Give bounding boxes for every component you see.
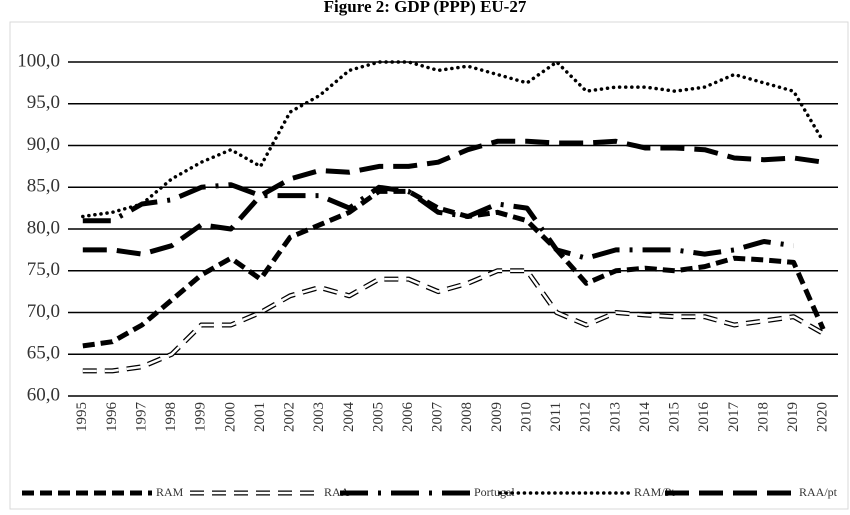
series-line	[82, 268, 825, 374]
series-line	[81, 60, 825, 219]
y-tick-label: 85,0	[27, 176, 60, 197]
x-tick-label: 2001	[252, 402, 268, 432]
x-tick-label: 2011	[548, 402, 564, 431]
x-tick-label: 2017	[726, 402, 742, 433]
x-tick-label: 2010	[518, 402, 534, 432]
x-tick-label: 2005	[370, 402, 386, 432]
x-tick-label: 1998	[163, 402, 179, 432]
x-tick-label: 2016	[696, 402, 712, 433]
x-tick-label: 1999	[193, 402, 209, 432]
x-tick-label: 2009	[489, 402, 505, 432]
x-tick-label: 2007	[430, 402, 446, 433]
series-line	[82, 138, 824, 257]
x-tick-label: 2012	[578, 402, 594, 432]
legend-label: Portugal	[474, 485, 515, 499]
y-tick-label: 75,0	[27, 259, 60, 280]
chart-frame	[9, 21, 849, 510]
x-tick-label: 2000	[222, 402, 238, 432]
x-tick-label: 1995	[74, 402, 90, 432]
y-tick-label: 95,0	[27, 92, 60, 113]
y-tick-label: 90,0	[27, 134, 60, 155]
x-tick-label: 2014	[637, 402, 653, 433]
x-tick-label: 2003	[311, 402, 327, 432]
y-tick-label: 70,0	[27, 301, 60, 322]
x-tick-label: 2019	[785, 402, 801, 432]
series-line-inner	[82, 269, 824, 373]
x-tick-label: 2013	[607, 402, 623, 432]
x-tick-label: 2002	[282, 402, 298, 432]
x-tick-label: 1997	[133, 402, 149, 433]
x-tick-label: 2020	[815, 402, 831, 432]
x-tick-label: 2004	[341, 402, 357, 433]
legend-label: RAA/pt	[799, 485, 838, 499]
x-tick-label: 2018	[755, 402, 771, 432]
y-tick-label: 100,0	[17, 50, 60, 71]
y-tick-label: 60,0	[27, 384, 60, 405]
x-tick-label: 1996	[104, 402, 120, 433]
x-tick-label: 2006	[400, 402, 416, 433]
x-tick-label: 2008	[459, 402, 475, 432]
chart-title: Figure 2: GDP (PPP) EU-27	[324, 0, 527, 16]
legend-label: RAM	[156, 485, 184, 499]
series-line	[82, 182, 794, 261]
y-tick-label: 80,0	[27, 217, 60, 238]
x-tick-label: 2015	[667, 402, 683, 432]
y-tick-label: 65,0	[27, 343, 60, 364]
